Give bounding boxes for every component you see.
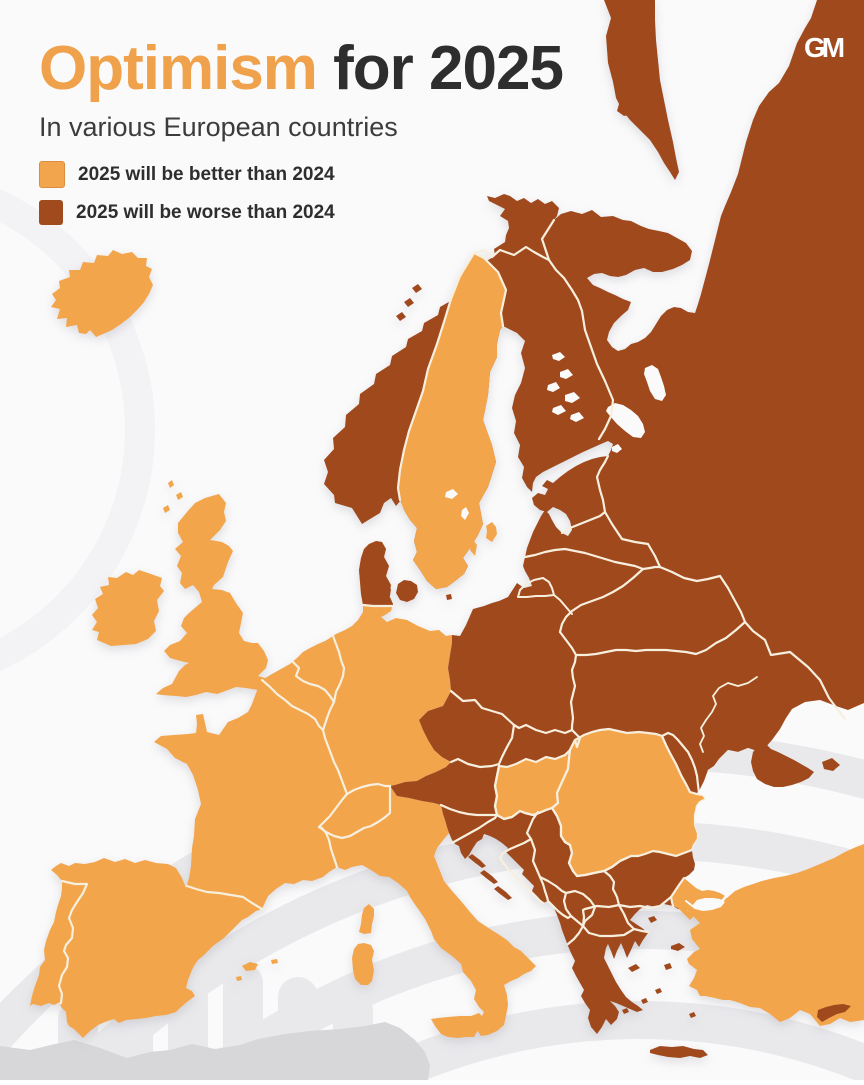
svg-text:GM: GM: [804, 32, 844, 63]
